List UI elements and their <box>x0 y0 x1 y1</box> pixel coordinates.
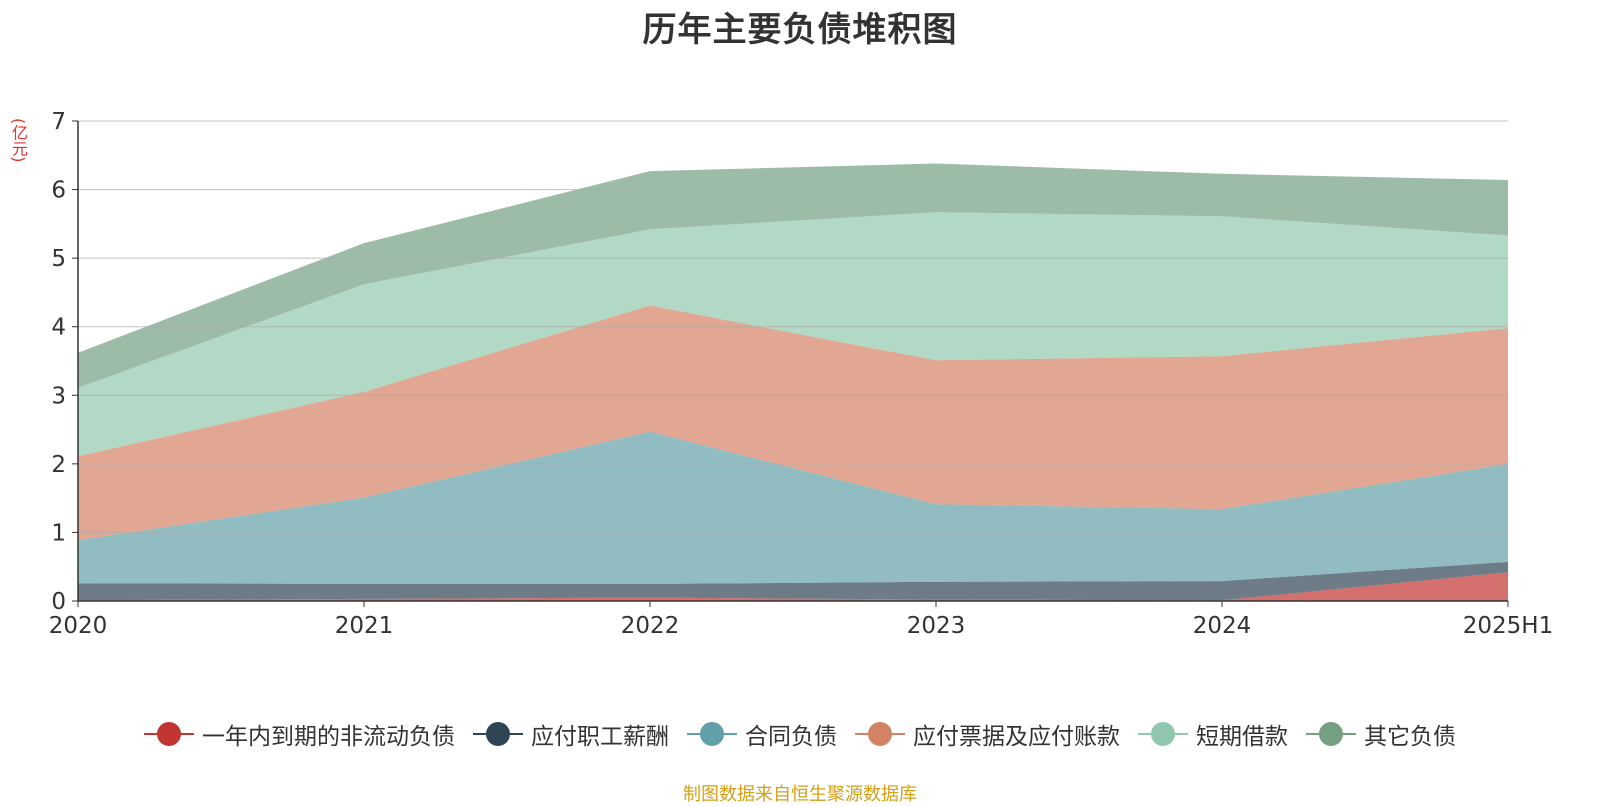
y-tick-label-0: 0 <box>51 589 66 615</box>
legend-marker-icon <box>144 722 194 746</box>
legend-label: 一年内到期的非流动负债 <box>202 724 455 750</box>
legend-item-3[interactable]: 应付票据及应付账款 <box>855 717 1120 751</box>
area-series-0 <box>78 572 1508 601</box>
y-tick-label-4: 4 <box>51 315 66 341</box>
y-tick-label-7: 7 <box>51 109 66 135</box>
y-tick-label-2: 2 <box>51 452 66 478</box>
y-tick-label-5: 5 <box>51 246 66 272</box>
legend-item-1[interactable]: 应付职工薪酬 <box>473 717 669 751</box>
legend: 一年内到期的非流动负债 应付职工薪酬 合同负债 应付票据及应付账款 短期借款 其它负债 <box>0 717 1600 751</box>
x-tick-label-1: 2021 <box>335 613 394 639</box>
legend-item-0[interactable]: 一年内到期的非流动负债 <box>144 717 455 751</box>
legend-item-4[interactable]: 短期借款 <box>1138 717 1288 751</box>
y-tick-label-6: 6 <box>51 178 66 204</box>
legend-label: 应付票据及应付账款 <box>913 724 1120 750</box>
legend-label: 应付职工薪酬 <box>531 724 669 750</box>
area-series-4 <box>78 212 1508 457</box>
legend-label: 合同负债 <box>745 724 837 750</box>
x-tick-label-4: 2024 <box>1193 613 1252 639</box>
legend-marker-icon <box>473 722 523 746</box>
area-series-5 <box>78 163 1508 388</box>
y-tick-label-1: 1 <box>51 520 66 546</box>
source-note: 制图数据来自恒生聚源数据库 <box>683 784 917 805</box>
legend-marker-icon <box>1138 722 1188 746</box>
area-series-1 <box>78 561 1508 601</box>
x-tick-label-3: 2023 <box>907 613 966 639</box>
area-series-3 <box>78 305 1508 540</box>
y-axis-unit-label: (亿元) <box>9 118 28 163</box>
x-tick-label-5: 2025H1 <box>1463 613 1553 639</box>
x-tick-label-0: 2020 <box>49 613 108 639</box>
legend-marker-icon <box>687 722 737 746</box>
area-series-2 <box>78 431 1508 584</box>
legend-item-2[interactable]: 合同负债 <box>687 717 837 751</box>
y-tick-label-3: 3 <box>51 383 66 409</box>
chart-title: 历年主要负债堆积图 <box>642 10 958 50</box>
legend-label: 其它负债 <box>1364 724 1456 750</box>
x-tick-label-2: 2022 <box>621 613 680 639</box>
legend-marker-icon <box>1306 722 1356 746</box>
legend-item-5[interactable]: 其它负债 <box>1306 717 1456 751</box>
legend-marker-icon <box>855 722 905 746</box>
legend-label: 短期借款 <box>1196 724 1288 750</box>
